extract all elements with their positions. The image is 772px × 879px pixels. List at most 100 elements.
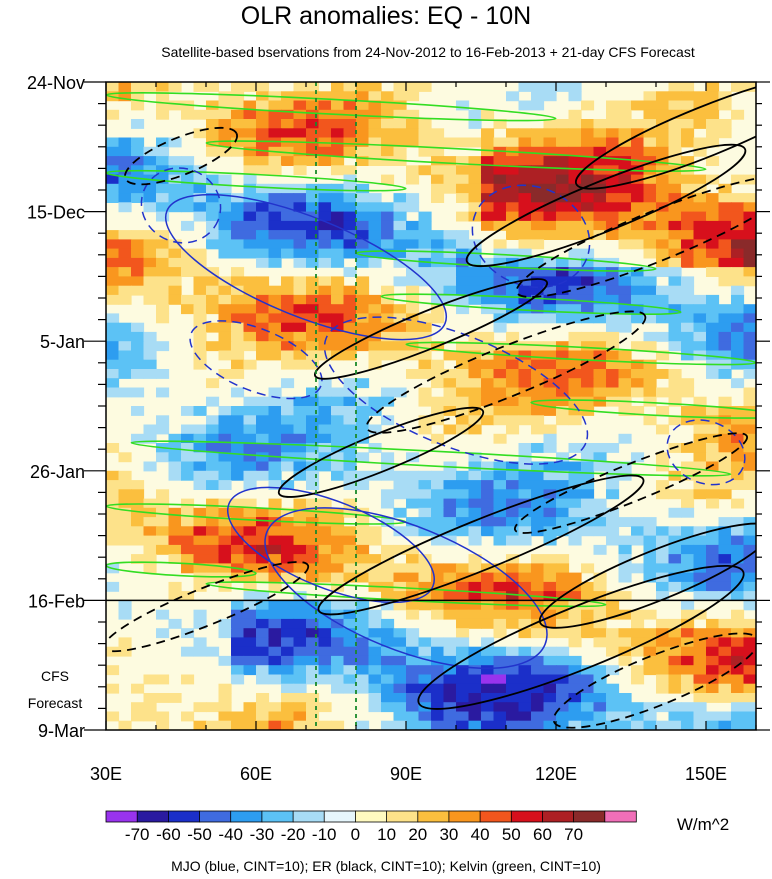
heat-cell — [631, 276, 645, 287]
heat-cell — [518, 369, 532, 379]
heat-cell — [543, 581, 557, 592]
heat-cell — [218, 693, 232, 703]
heat-cell — [506, 665, 520, 676]
heat-cell — [418, 146, 432, 157]
heat-cell — [681, 82, 695, 92]
heat-cell — [581, 119, 595, 129]
colorbar-label: -20 — [281, 825, 306, 844]
heat-cell — [718, 443, 732, 453]
heat-cell — [393, 489, 407, 500]
heat-cell — [231, 230, 245, 240]
heat-cell — [693, 174, 707, 185]
heat-cell — [706, 665, 720, 676]
heat-cell — [481, 128, 495, 139]
heat-cell — [106, 443, 120, 453]
heat-cell — [481, 693, 495, 703]
heat-cell — [606, 507, 620, 518]
heat-cell — [168, 100, 182, 111]
heat-cell — [456, 396, 470, 407]
heat-cell — [218, 369, 232, 379]
heat-cell — [506, 396, 520, 407]
heat-cell — [656, 91, 670, 102]
heat-cell — [681, 637, 695, 648]
colorbar-swatch — [199, 810, 232, 823]
heat-cell — [468, 193, 482, 203]
heat-cell — [668, 628, 682, 639]
heat-cell — [431, 239, 445, 250]
heat-cell — [493, 239, 507, 250]
heat-cell — [306, 202, 320, 213]
heat-cell — [131, 119, 145, 129]
colorbar-swatch — [542, 810, 575, 823]
heat-cell — [243, 470, 257, 481]
heat-cell — [393, 257, 407, 268]
heat-cell — [181, 294, 195, 305]
heat-cell — [656, 563, 670, 574]
heat-cell — [668, 248, 682, 259]
heat-cell — [381, 646, 395, 657]
heat-cell — [506, 526, 520, 537]
heat-cell — [443, 183, 457, 194]
heat-cell — [193, 128, 207, 139]
heat-cell — [306, 452, 320, 463]
heat-cell — [368, 646, 382, 657]
heat-cell — [506, 720, 520, 730]
heat-cell — [293, 230, 307, 240]
heat-cell — [618, 711, 632, 722]
heat-cell — [581, 230, 595, 240]
heat-cell — [356, 378, 370, 389]
heat-cell — [206, 702, 220, 713]
heat-cell — [181, 544, 195, 555]
heat-cell — [318, 406, 332, 416]
heat-cell — [531, 720, 545, 730]
heat-cell — [356, 572, 370, 583]
heat-cell — [193, 702, 207, 713]
heat-cell — [281, 396, 295, 407]
heat-cell — [393, 507, 407, 518]
heat-cell — [543, 720, 557, 730]
heat-cell — [743, 331, 756, 342]
heat-cell — [256, 146, 270, 157]
heat-cell — [118, 267, 132, 277]
heat-cell — [706, 174, 720, 185]
heat-cell — [143, 294, 157, 305]
heat-cell — [368, 146, 382, 157]
chart-title: OLR anomalies: EQ - 10N — [241, 2, 531, 30]
heat-cell — [743, 702, 756, 713]
heat-cell — [556, 618, 570, 629]
heat-cell — [381, 628, 395, 639]
heat-cell — [531, 313, 545, 324]
heat-cell — [656, 165, 670, 176]
heat-cell — [443, 507, 457, 518]
heat-cell — [643, 304, 657, 315]
heat-cell — [193, 304, 207, 315]
heat-cell — [718, 720, 732, 730]
heat-cell — [268, 202, 282, 213]
heat-cell — [481, 165, 495, 176]
colorbar-units: W/m^2 — [677, 815, 729, 834]
heat-cell — [256, 202, 270, 213]
heat-cell — [306, 674, 320, 685]
heat-cell — [456, 387, 470, 398]
heat-cell — [218, 211, 232, 222]
heat-cell — [218, 313, 232, 324]
heat-cell — [593, 517, 607, 527]
heat-cell — [568, 193, 582, 203]
heat-cell — [281, 322, 295, 333]
heat-cell — [343, 480, 357, 490]
heat-cell — [656, 183, 670, 194]
heat-cell — [256, 193, 270, 203]
heat-cell — [506, 702, 520, 713]
heat-cell — [731, 554, 745, 564]
heat-cell — [581, 665, 595, 676]
kelvin-contour — [530, 399, 756, 419]
heat-cell — [581, 507, 595, 518]
heat-cell — [606, 480, 620, 490]
heat-cell — [331, 646, 345, 657]
heat-cell — [518, 304, 532, 315]
heat-cell — [281, 128, 295, 139]
heat-cell — [206, 480, 220, 490]
heat-cell — [256, 82, 270, 92]
heat-cell — [343, 119, 357, 129]
heat-cell — [656, 304, 670, 315]
